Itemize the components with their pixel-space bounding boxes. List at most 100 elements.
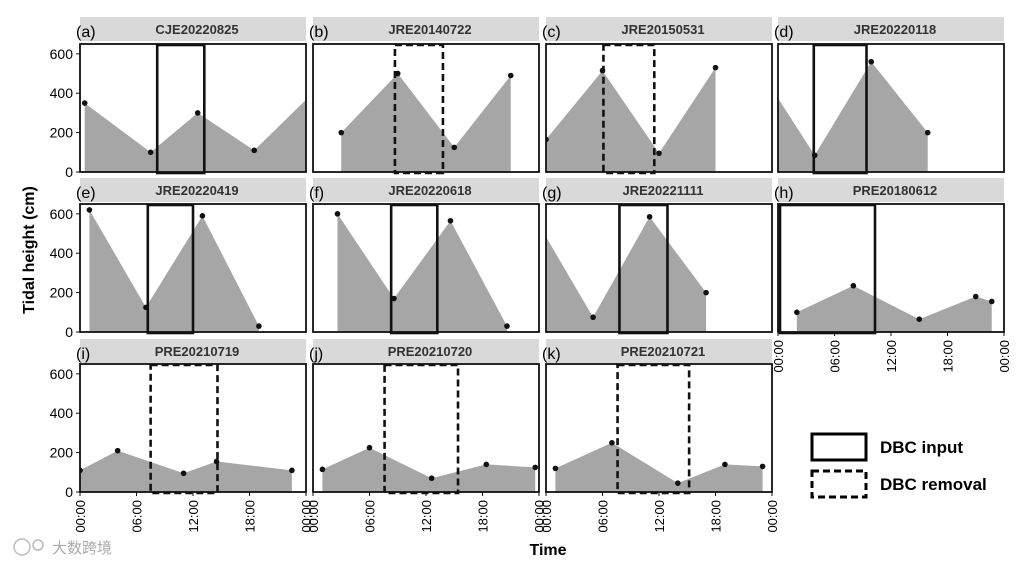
panel-strip [313,178,539,202]
data-point [213,458,220,465]
dbc-removal-box [383,363,460,495]
panel-title: PRE20180612 [853,183,938,198]
panel-j: PRE20210720 (j) 00:00 06:00 12:00 18:00 00:00 [306,339,547,533]
panel-b: JRE20140722 (b) [309,17,540,175]
x-tick-label: 12:00 [186,500,201,533]
tide-area [84,99,306,172]
panel-d: JRE20220118 (d) [755,17,1005,175]
data-point [256,323,262,329]
panel-title: CJE20220825 [155,22,238,37]
data-point [251,147,258,154]
data-point [194,110,201,116]
panel-letter: (c) [542,24,561,41]
x-tick-label: 18:00 [476,500,491,533]
tide-area [546,216,707,332]
tide-area [322,447,536,492]
y-tick-label: 0 [65,484,73,500]
y-tick-label: 400 [50,245,74,261]
panel-strip [313,17,539,41]
data-point [590,314,596,321]
panel-strip [80,178,306,202]
data-point [552,465,559,472]
panel-title: JRE20140722 [388,22,471,37]
x-tick-label: 18:00 [243,500,258,533]
panel-letter: (e) [76,185,96,202]
data-point [916,316,923,323]
data-point [366,444,373,451]
panel-letter: (a) [76,24,96,41]
panel-strip [80,339,306,363]
x-tick-label: 00:00 [765,500,780,533]
data-point [81,100,88,106]
panel-c: JRE20150531 (c) [542,17,773,175]
tide-area [80,450,292,492]
panel-title: JRE20220419 [155,183,238,198]
legend-solid-swatch [810,432,868,462]
data-point [289,467,295,474]
dbc-input-box [812,43,868,175]
watermark: 大数跨境 [13,538,112,557]
tide-area [778,61,928,172]
panel-strip [80,17,306,41]
data-point [794,309,800,316]
dbc-removal-box [393,43,445,175]
data-point [712,64,719,71]
panel-letter: (d) [774,24,794,41]
tide-area [555,442,763,492]
y-tick-label: 600 [50,206,74,222]
dbc-removal-box [149,363,219,495]
dbc-input-box [146,203,195,335]
data-point [924,129,931,136]
y-tick-label: 200 [50,445,74,461]
data-point [451,144,458,151]
dbc-input-box [155,43,206,175]
data-point [334,211,341,217]
y-axis-title: Tidal height (cm) [21,186,38,314]
panel-letter: (f) [309,185,324,202]
data-point [483,461,490,468]
y-tick-label: 200 [50,285,74,301]
data-point [394,70,401,77]
x-tick-label: 00:00 [997,340,1012,373]
panel-g: JRE20221111 (g) [542,178,773,335]
panel-strip [546,339,772,363]
legend-label-dbc-removal: DBC removal [880,475,987,494]
data-point [988,298,995,305]
legend-label-dbc-input: DBC input [880,438,963,457]
watermark-logo-dot-icon [32,539,44,551]
tide-area [89,209,259,332]
dbc-input-box [778,203,877,335]
x-tick-label: 06:00 [130,500,145,533]
data-point [868,58,875,65]
data-point [507,72,514,79]
panel-border [777,43,1005,173]
panel-i: PRE20210719 (i) 0 200 400 600 00:00 06:00 12:00 1… [50,339,314,533]
x-tick-label: 00:00 [532,500,547,533]
data-point [759,463,766,470]
panel-letter: (j) [309,346,323,363]
data-point [199,213,206,219]
panel-title: JRE20221111 [623,183,704,198]
x-tick-label: 12:00 [884,340,899,373]
data-point [86,207,93,213]
tide-area [337,213,507,332]
panel-title: PRE20210720 [388,344,473,359]
x-axis-title: Time [529,542,566,559]
data-point [850,282,857,289]
data-point [319,466,326,473]
data-point [504,323,510,329]
dbc-input-box [389,203,439,335]
dbc-removal-box [602,43,656,175]
data-point [755,65,761,71]
y-tick-label: 0 [65,324,73,340]
panel-title: JRE20220118 [854,22,936,37]
panel-h: PRE20180612 (h) 00:00 06:00 12:00 18:00 00:00 [771,178,1012,373]
panel-title: JRE20150531 [621,22,704,37]
panel-title: JRE20220618 [388,183,471,198]
y-tick-label: 600 [50,366,74,382]
panel-letter: (g) [542,185,562,202]
y-tick-label: 400 [50,85,74,101]
y-tick-label: 0 [65,164,73,180]
panel-k: PRE20210721 (k) 00:00 06:00 12:00 18:00 00:00 [539,339,780,533]
data-point [972,293,979,300]
